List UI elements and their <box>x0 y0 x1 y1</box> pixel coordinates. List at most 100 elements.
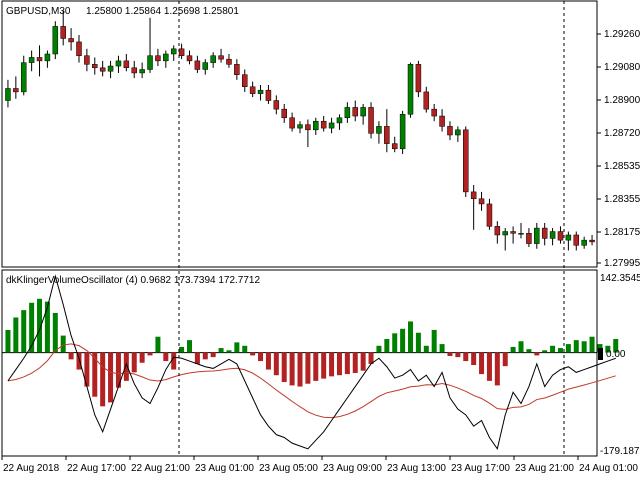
price-y-tick: 1.28720 <box>604 128 640 139</box>
indicator-y-axis: 142.3545 -179.1875 0.00 <box>598 273 640 457</box>
candle-body <box>76 41 82 56</box>
candle-body <box>557 231 564 241</box>
kvo-histogram-bar <box>281 352 287 383</box>
time-axis: 22 Aug 2018 22 Aug 17:00 22 Aug 21:00 23 Au… <box>1 456 638 474</box>
kvo-histogram-bar <box>29 302 35 353</box>
kvo-histogram-bar <box>415 332 421 353</box>
kvo-histogram-bar <box>84 352 90 387</box>
kvo-histogram-bar <box>21 310 27 353</box>
kvo-histogram-bar <box>526 349 532 353</box>
candle-body <box>478 198 485 205</box>
indicator-zero-badge <box>598 348 603 360</box>
candle-body <box>549 231 556 239</box>
kvo-histogram-bar <box>565 344 571 353</box>
kvo-histogram-bar <box>479 352 485 375</box>
candle-body <box>123 60 130 69</box>
kvo-histogram-bar <box>13 317 19 353</box>
kvo-histogram-bar <box>613 338 619 353</box>
candle-body <box>510 231 516 234</box>
candle-body <box>257 89 264 94</box>
candle-body <box>541 227 548 239</box>
candle-body <box>147 55 153 70</box>
candle-body <box>5 88 11 101</box>
candle-body <box>407 64 414 115</box>
indicator-label: dkKlingerVolumeOscillator (4) 0.9682 173… <box>6 275 260 286</box>
kvo-histogram-bar <box>376 345 382 353</box>
kvo-histogram-bar <box>494 352 500 386</box>
candle-body <box>281 108 287 119</box>
price-y-tick: 1.28175 <box>604 227 640 238</box>
kvo-histogram-bar <box>518 341 524 353</box>
candle-body <box>20 62 27 93</box>
indicator-zero-label: 0.00 <box>606 349 626 360</box>
time-tick-label: 23 Aug 13:00 <box>387 463 446 474</box>
time-tick-label: 23 Aug 01:00 <box>195 463 254 474</box>
candle-body <box>344 107 351 119</box>
kvo-histogram-bar <box>392 333 398 353</box>
price-y-tick: 1.28900 <box>604 95 640 106</box>
kvo-histogram-bar <box>76 352 82 370</box>
candle-body <box>289 117 295 129</box>
candle-body <box>241 74 248 87</box>
candle-body <box>99 67 106 72</box>
candle-body <box>486 203 493 227</box>
candle-body <box>92 64 98 69</box>
candle-body <box>360 107 366 117</box>
candle-body <box>68 38 74 43</box>
kvo-histogram-bar <box>510 346 516 353</box>
kvo-histogram-bar <box>171 352 177 370</box>
price-y-tick: 1.28535 <box>604 161 640 172</box>
time-tick-label: 23 Aug 05:00 <box>259 463 318 474</box>
kvo-histogram-bar <box>179 346 185 353</box>
time-tick-label: 23 Aug 09:00 <box>323 463 382 474</box>
kvo-histogram-bar <box>226 350 232 353</box>
time-tick-label: 22 Aug 17:00 <box>67 463 126 474</box>
kvo-histogram-bar <box>447 352 453 356</box>
candle-body <box>194 60 201 70</box>
candle-body <box>170 48 177 55</box>
candle-body <box>336 117 343 124</box>
candle-body <box>210 55 216 63</box>
kvo-histogram-bar <box>250 352 256 356</box>
kvo-histogram-bar <box>605 345 611 353</box>
candle-body <box>186 55 193 62</box>
candle-body <box>455 129 461 136</box>
candle-body <box>155 55 161 62</box>
kvo-histogram-bar <box>60 335 66 353</box>
kvo-histogram-bar <box>423 345 429 353</box>
kvo-histogram-bar <box>368 352 374 364</box>
price-y-tick: 1.28355 <box>604 194 640 205</box>
kvo-histogram-bar <box>297 352 303 387</box>
candle-body <box>234 64 240 75</box>
candle-body <box>52 26 59 55</box>
candle-body <box>273 100 280 110</box>
candle-body <box>115 60 122 67</box>
kvo-histogram-bar <box>321 352 327 379</box>
kvo-histogram-bar <box>400 328 406 353</box>
kvo-histogram-bar <box>542 350 548 353</box>
time-tick-label: 24 Aug 01:00 <box>579 463 638 474</box>
kvo-histogram-bar <box>313 352 319 381</box>
candle-body <box>297 124 303 129</box>
kvo-histogram-bar <box>210 352 216 358</box>
candle-body <box>226 58 232 65</box>
kvo-histogram-bar <box>589 336 595 353</box>
kvo-histogram-bar <box>329 352 335 377</box>
candle-body <box>470 191 477 200</box>
kvo-histogram-bar <box>242 345 248 353</box>
kvo-histogram-bar <box>265 352 271 370</box>
candle-body <box>320 120 327 129</box>
candle-body <box>447 126 453 136</box>
candle-body <box>581 239 587 246</box>
price-y-axis: 1.29260 1.29080 1.28900 1.28720 1.28535 … <box>597 29 640 269</box>
candle-body <box>439 115 445 127</box>
indicator-y-tick-max: 142.3545 <box>600 273 640 284</box>
kvo-histogram-bar <box>336 352 342 376</box>
kvo-histogram-bar <box>202 352 208 360</box>
kvo-histogram-bar <box>557 348 563 353</box>
kvo-histogram-bar <box>100 352 106 407</box>
kvo-histogram-bar <box>550 345 556 353</box>
candle-body <box>368 107 374 134</box>
